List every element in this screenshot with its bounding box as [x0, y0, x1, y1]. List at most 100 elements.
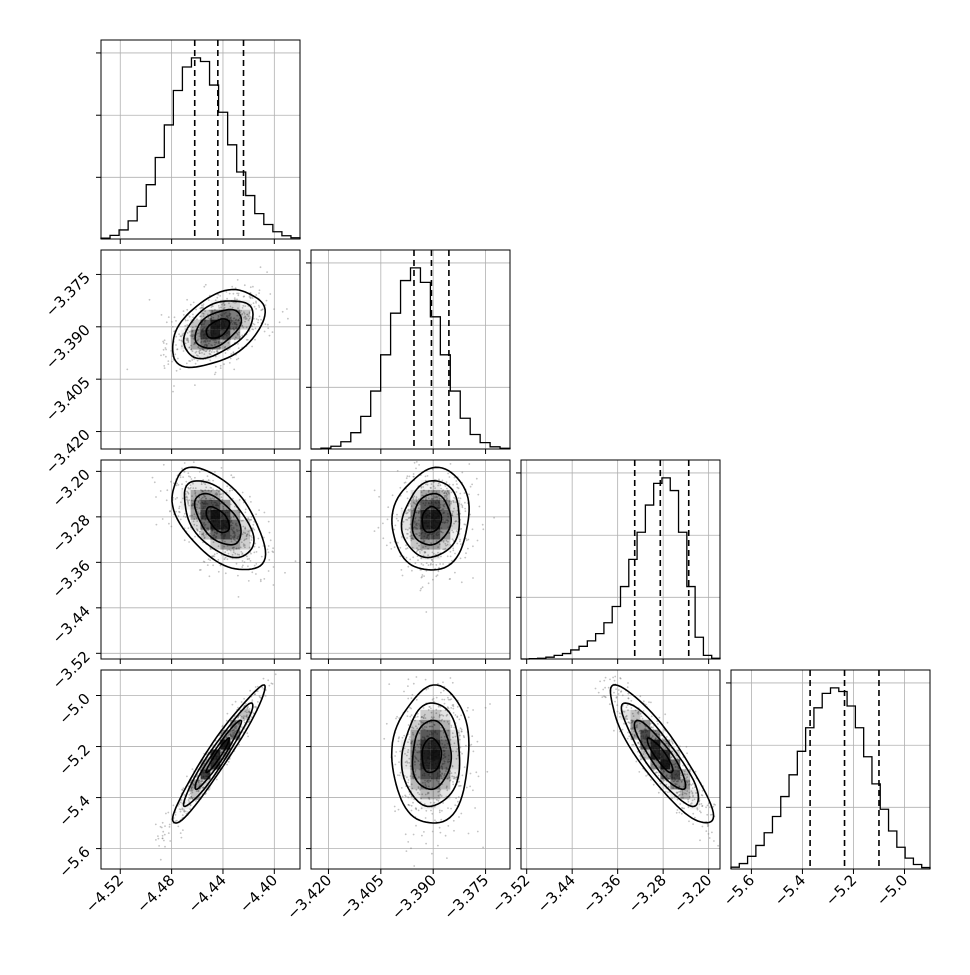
- scatter-point: [217, 545, 220, 548]
- scatter-point: [223, 304, 226, 306]
- density-block: [190, 319, 201, 330]
- scatter-point: [466, 709, 468, 712]
- scatter-point: [204, 483, 207, 486]
- scatter-point: [397, 740, 400, 743]
- scatter-point: [190, 478, 193, 480]
- scatter-point: [226, 297, 229, 300]
- scatter-point: [243, 295, 246, 298]
- scatter-point: [151, 476, 154, 479]
- scatter-point: [420, 491, 423, 493]
- scatter-point: [205, 486, 208, 489]
- scatter-point: [410, 707, 412, 710]
- scatter-point: [385, 722, 388, 725]
- scatter-point: [432, 697, 435, 700]
- scatter-point: [209, 349, 212, 352]
- scatter-point: [444, 494, 447, 497]
- scatter-point: [198, 347, 201, 350]
- scatter-point: [412, 473, 415, 475]
- scatter-point: [167, 363, 170, 365]
- scatter-point: [255, 308, 257, 310]
- scatter-point: [665, 736, 668, 738]
- scatter-point: [412, 556, 415, 559]
- scatter-point: [421, 834, 423, 837]
- scatter-point: [155, 839, 157, 841]
- scatter-point: [705, 830, 708, 832]
- scatter-point: [193, 518, 196, 520]
- scatter-point: [409, 535, 412, 538]
- scatter-point: [176, 348, 179, 351]
- scatter-point: [182, 829, 184, 831]
- scatter-point: [206, 564, 209, 566]
- scatter-point: [614, 700, 616, 703]
- scatter-point: [198, 352, 201, 355]
- scatter-point: [232, 516, 235, 518]
- scatter-point: [201, 489, 203, 492]
- scatter-point: [249, 529, 252, 532]
- scatter-point: [493, 516, 495, 519]
- scatter-point: [645, 775, 647, 777]
- scatter-point: [244, 508, 247, 511]
- scatter-point: [711, 831, 713, 834]
- scatter-point: [246, 313, 249, 316]
- scatter-point: [228, 302, 230, 305]
- scatter-point: [418, 550, 421, 553]
- scatter-point: [187, 491, 190, 494]
- scatter-point: [202, 315, 205, 317]
- scatter-point: [240, 541, 243, 544]
- scatter-point: [253, 551, 256, 554]
- scatter-point: [242, 564, 244, 567]
- scatter-point: [191, 505, 193, 507]
- scatter-point: [239, 546, 242, 549]
- scatter-point: [192, 338, 195, 340]
- density-block: [200, 499, 211, 510]
- scatter-point: [233, 368, 236, 371]
- scatter-point: [453, 726, 456, 729]
- scatter-point: [463, 736, 465, 739]
- scatter-point: [249, 541, 252, 544]
- scatter-point: [620, 691, 622, 693]
- scatter-point: [204, 495, 207, 498]
- scatter-point: [394, 755, 396, 757]
- scatter-point: [267, 323, 269, 326]
- scatter-point: [201, 496, 204, 499]
- scatter-point: [191, 514, 193, 517]
- density-block: [220, 309, 231, 320]
- scatter-point: [200, 306, 203, 309]
- scatter-point: [186, 496, 189, 499]
- y-tick-label: −5.4: [55, 792, 93, 830]
- scatter-point: [237, 292, 240, 295]
- scatter-point: [398, 736, 400, 739]
- scatter-point: [425, 562, 428, 564]
- scatter-point: [249, 297, 252, 300]
- scatter-point: [405, 850, 408, 852]
- scatter-point: [431, 468, 434, 471]
- density-block: [230, 529, 241, 540]
- scatter-point: [250, 539, 253, 541]
- scatter-point: [446, 494, 449, 496]
- scatter-point: [219, 295, 222, 297]
- y-tick-label: −3.405: [42, 373, 94, 425]
- scatter-point: [476, 740, 479, 743]
- scatter-point: [248, 330, 251, 332]
- scatter-point: [650, 701, 652, 704]
- scatter-point: [442, 681, 444, 684]
- scatter-point: [447, 472, 449, 475]
- scatter-point: [192, 335, 194, 338]
- scatter-point: [163, 839, 165, 842]
- scatter-point: [173, 482, 175, 485]
- density-block: [210, 309, 221, 320]
- scatter-point: [652, 783, 655, 786]
- scatter-point: [630, 707, 633, 709]
- scatter-point: [390, 548, 393, 550]
- scatter-point: [176, 496, 179, 499]
- scatter-point: [249, 317, 251, 320]
- scatter-point: [241, 553, 244, 555]
- scatter-point: [411, 569, 413, 572]
- scatter-point: [247, 517, 250, 520]
- scatter-point: [456, 716, 459, 719]
- scatter-point: [179, 368, 182, 370]
- scatter-point: [165, 499, 168, 502]
- scatter-point: [226, 485, 229, 488]
- scatter-point: [429, 563, 432, 566]
- scatter-point: [177, 484, 180, 486]
